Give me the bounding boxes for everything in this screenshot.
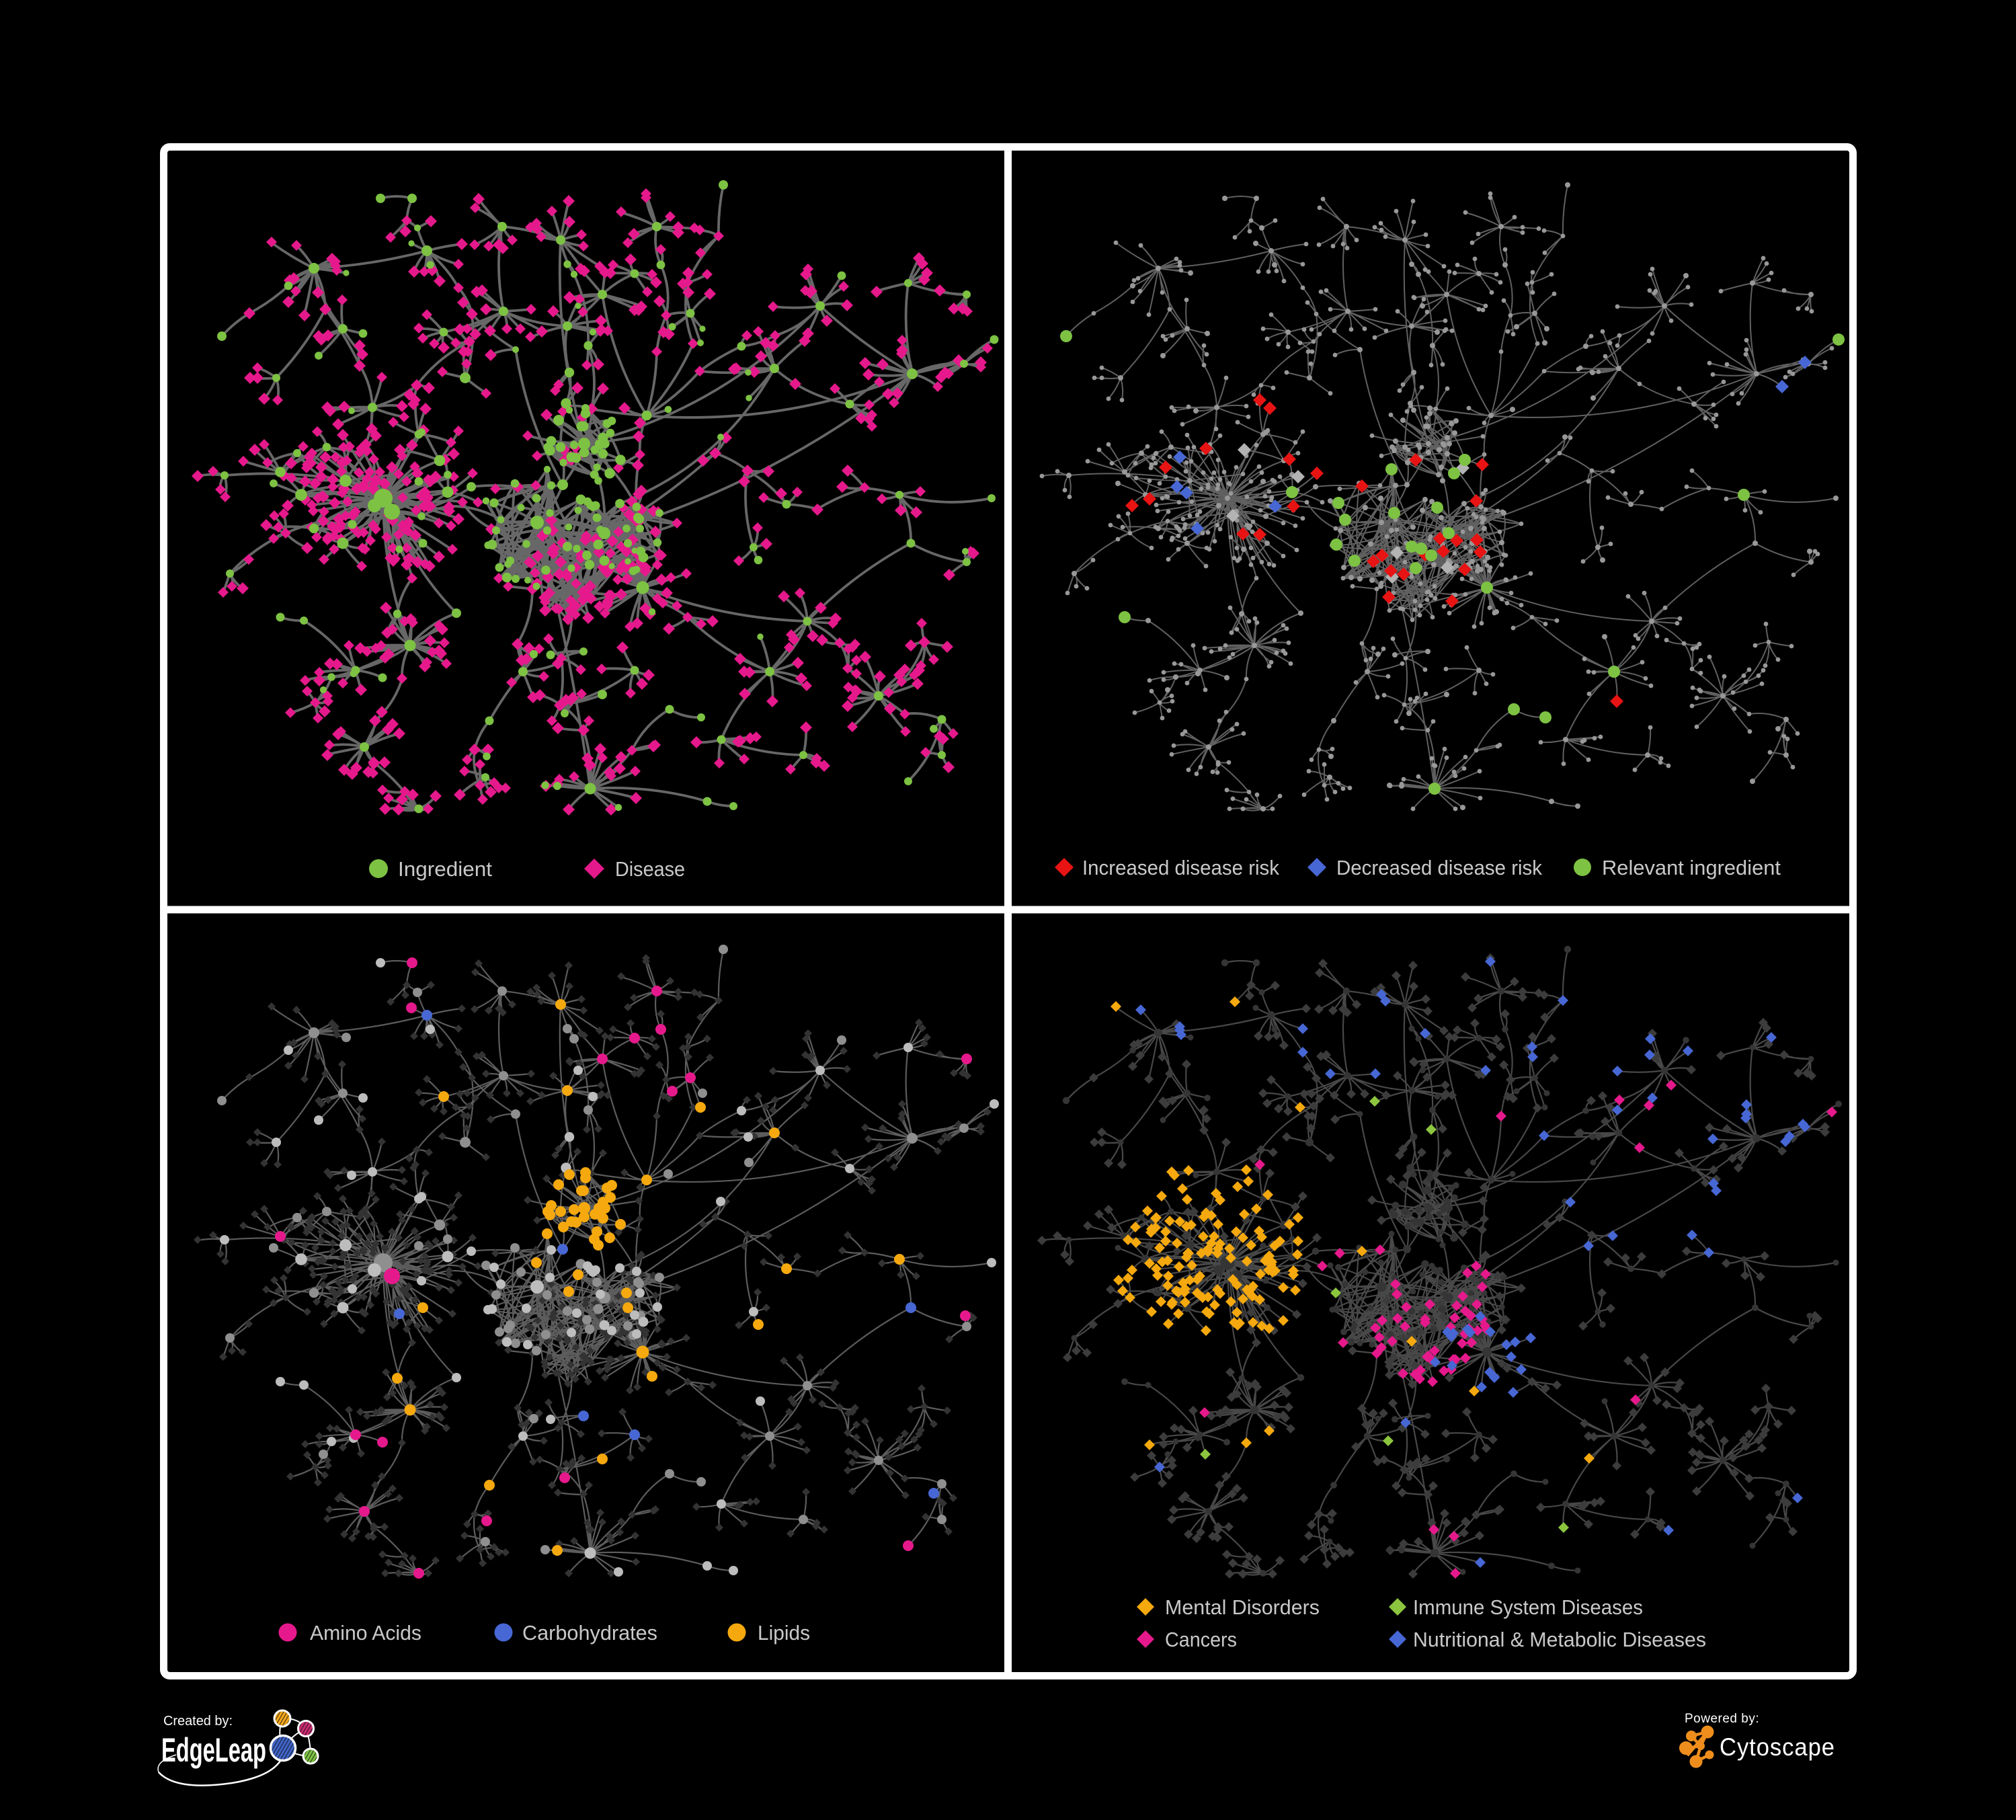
svg-text:Carbohydrates: Carbohydrates [522, 1621, 657, 1645]
svg-text:Relevant ingredient: Relevant ingredient [1602, 856, 1781, 879]
svg-text:Cancers: Cancers [1165, 1628, 1237, 1651]
svg-text:Ingredient: Ingredient [398, 857, 492, 881]
svg-text:Lipids: Lipids [758, 1621, 810, 1645]
svg-text:Powered by:: Powered by: [1685, 1712, 1759, 1726]
svg-text:Cytoscape: Cytoscape [1720, 1733, 1835, 1761]
svg-text:Nutritional & Metabolic Diseas: Nutritional & Metabolic Diseases [1413, 1628, 1706, 1651]
svg-text:Mental Disorders: Mental Disorders [1165, 1595, 1320, 1619]
svg-text:Disease: Disease [615, 857, 685, 881]
svg-text:Amino Acids: Amino Acids [310, 1621, 421, 1645]
svg-text:Decreased disease risk: Decreased disease risk [1336, 856, 1542, 879]
svg-text:Immune System Diseases: Immune System Diseases [1413, 1595, 1643, 1619]
svg-text:Created by:: Created by: [163, 1714, 233, 1729]
svg-text:EdgeLeap: EdgeLeap [161, 1731, 266, 1769]
svg-text:Increased disease risk: Increased disease risk [1082, 856, 1279, 879]
